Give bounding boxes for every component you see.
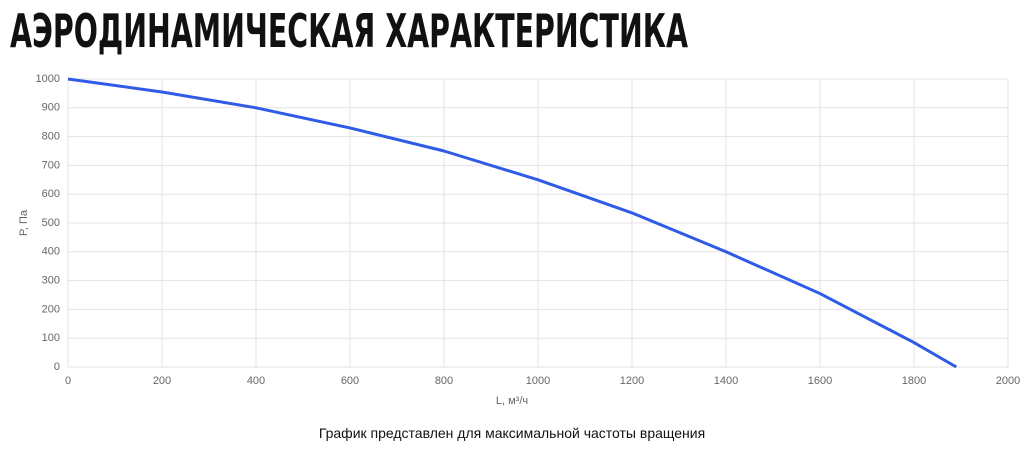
y-tick-label: 800 (42, 131, 60, 143)
y-tick-label: 600 (42, 188, 60, 200)
y-tick-label: 200 (42, 303, 60, 315)
x-tick-label: 1600 (808, 375, 832, 387)
y-tick-label: 1000 (36, 73, 60, 85)
y-tick-label: 300 (42, 275, 60, 287)
x-tick-label: 2000 (996, 375, 1020, 387)
y-tick-label: 500 (42, 217, 60, 229)
x-axis-label: L, м³/ч (496, 395, 528, 407)
x-tick-label: 200 (153, 375, 171, 387)
x-tick-label: 1200 (620, 375, 644, 387)
chart-title: АЭРОДИНАМИЧЕСКАЯ ХАРАКТЕРИСТИКА (10, 4, 688, 58)
y-axis-label: P, Па (18, 209, 30, 236)
y-tick-label: 100 (42, 332, 60, 344)
x-tick-label: 600 (341, 375, 359, 387)
y-tick-label: 900 (42, 102, 60, 114)
x-tick-label: 800 (435, 375, 453, 387)
y-tick-label: 400 (42, 246, 60, 258)
caption: График представлен для максимальной част… (319, 425, 705, 441)
x-tick-label: 0 (65, 375, 71, 387)
y-tick-label: 0 (54, 361, 60, 373)
x-tick-label: 1400 (714, 375, 738, 387)
x-tick-label: 1000 (526, 375, 550, 387)
line (67, 77, 958, 369)
y-tick-label: 700 (42, 159, 60, 171)
x-tick-label: 400 (247, 375, 265, 387)
x-tick-label: 1800 (902, 375, 926, 387)
